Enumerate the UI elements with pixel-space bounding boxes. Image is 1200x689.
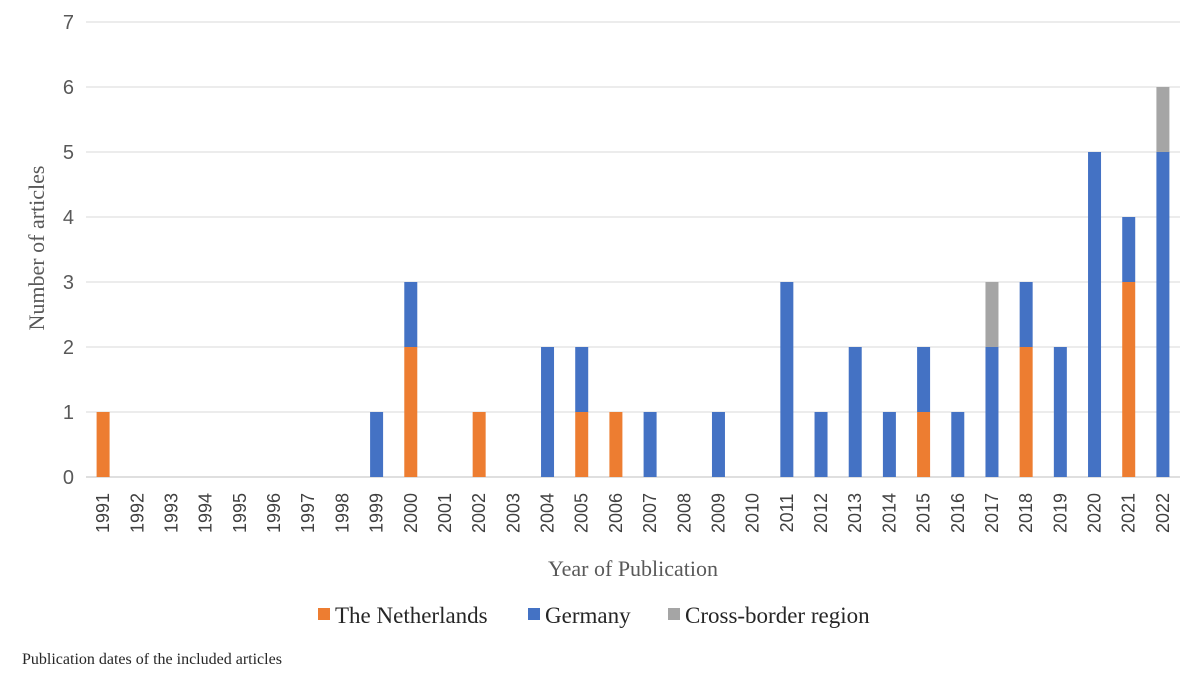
legend-swatch <box>528 608 540 620</box>
x-tick-label: 1995 <box>230 493 250 533</box>
x-axis-ticks: 1991 1992 1993 1994 1995 1996 1997 1998 1999 2000… <box>93 493 1173 533</box>
x-tick-label: 2006 <box>606 493 626 533</box>
legend-swatch <box>668 608 680 620</box>
x-tick-label: 2018 <box>1016 493 1036 533</box>
bar-segment <box>472 412 486 477</box>
x-tick-label: 2017 <box>982 493 1002 533</box>
bar-segment <box>780 282 794 477</box>
bar-segment <box>370 412 384 477</box>
bar-segment <box>917 347 931 412</box>
y-tick-label: 5 <box>63 142 74 164</box>
x-tick-label: 2020 <box>1085 493 1105 533</box>
bar-segment <box>917 412 931 477</box>
x-tick-label: 1996 <box>264 493 284 533</box>
bar-segment <box>1156 152 1170 477</box>
x-tick-label: 2010 <box>743 493 763 533</box>
y-axis-ticks: 0 1 2 3 4 5 6 7 <box>63 12 74 489</box>
x-tick-label: 1998 <box>332 493 352 533</box>
x-tick-label: 1992 <box>127 493 147 533</box>
x-tick-label: 1994 <box>196 493 216 533</box>
x-tick-label: 2013 <box>845 493 865 533</box>
x-tick-label: 2001 <box>435 493 455 533</box>
x-tick-label: 2002 <box>469 493 489 533</box>
y-tick-label: 1 <box>63 402 74 424</box>
x-tick-label: 2019 <box>1050 493 1070 533</box>
x-tick-label: 2009 <box>708 493 728 533</box>
x-axis-title: Year of Publication <box>548 556 718 581</box>
gridlines <box>86 21 1180 478</box>
legend-label: The Netherlands <box>335 603 488 628</box>
x-tick-label: 2022 <box>1153 493 1173 533</box>
bar-segment <box>541 347 555 477</box>
y-tick-label: 0 <box>63 467 74 489</box>
bar-segment <box>1122 282 1136 477</box>
legend: The Netherlands Germany Cross-border regio… <box>318 603 870 628</box>
y-tick-label: 7 <box>63 12 74 34</box>
x-tick-label: 2008 <box>674 493 694 533</box>
bar-segment <box>643 412 657 477</box>
bar-segment <box>575 412 589 477</box>
x-tick-label: 2021 <box>1119 493 1139 533</box>
bar-segment <box>1122 217 1136 282</box>
bar-segment <box>814 412 828 477</box>
y-axis-title: Number of articles <box>24 166 49 331</box>
bar-segment <box>1156 87 1170 152</box>
x-tick-label: 2012 <box>811 493 831 533</box>
bar-segment <box>1019 347 1033 477</box>
x-tick-label: 2000 <box>401 493 421 533</box>
bar-segment <box>882 412 896 477</box>
x-tick-label: 2011 <box>777 494 797 533</box>
bar-segment <box>609 412 623 477</box>
x-tick-label: 1991 <box>93 493 113 533</box>
bar-segment <box>711 412 725 477</box>
bar-segment <box>575 347 589 412</box>
bar-segment <box>404 282 418 347</box>
x-tick-label: 1999 <box>367 493 387 533</box>
y-tick-label: 4 <box>63 207 74 229</box>
x-tick-label: 1993 <box>161 493 181 533</box>
bars <box>96 87 1170 477</box>
legend-label: Germany <box>545 603 631 628</box>
x-tick-label: 2016 <box>948 493 968 533</box>
legend-label: Cross-border region <box>685 603 870 628</box>
x-tick-label: 2007 <box>640 493 660 533</box>
x-tick-label: 2005 <box>572 493 592 533</box>
x-tick-label: 2004 <box>538 493 558 533</box>
bar-segment <box>1019 282 1033 347</box>
bar-segment <box>404 347 418 477</box>
x-tick-label: 1997 <box>298 493 318 533</box>
bar-segment <box>848 347 862 477</box>
y-tick-label: 2 <box>63 337 74 359</box>
y-tick-label: 6 <box>63 77 74 99</box>
bar-segment <box>96 412 110 477</box>
x-tick-label: 2014 <box>879 493 899 533</box>
x-tick-label: 2015 <box>914 493 934 533</box>
figure-caption: Publication dates of the included articl… <box>22 651 282 668</box>
bar-segment <box>951 412 965 477</box>
bar-segment <box>985 282 999 347</box>
bar-segment <box>1088 152 1102 477</box>
x-tick-label: 2003 <box>503 493 523 533</box>
legend-swatch <box>318 608 330 620</box>
y-tick-label: 3 <box>63 272 74 294</box>
bar-segment <box>1053 347 1067 477</box>
bar-segment <box>985 347 999 477</box>
